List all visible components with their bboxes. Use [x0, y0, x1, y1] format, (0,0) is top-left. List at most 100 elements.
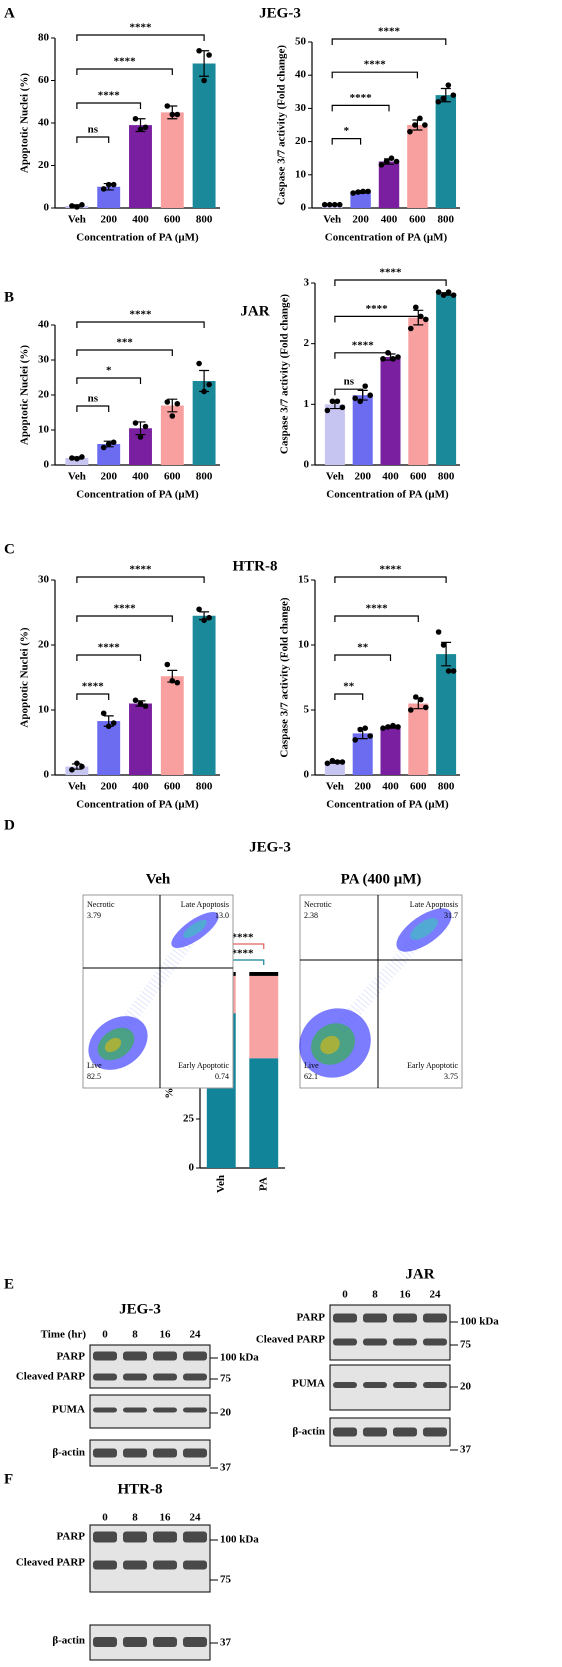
x-axis-label: Concentration of PA (μM) — [326, 489, 449, 501]
blot-band — [183, 1637, 207, 1647]
significance-label: **** — [130, 564, 153, 576]
data-point — [164, 399, 171, 405]
data-point — [380, 356, 386, 362]
time-label: Time (hr) — [41, 1329, 87, 1341]
marker-label: 75 — [220, 1574, 232, 1586]
data-point — [334, 759, 341, 765]
bar-segment — [249, 1058, 279, 1168]
data-point — [69, 767, 75, 773]
data-point — [422, 122, 428, 128]
bar — [97, 186, 121, 208]
data-point — [137, 126, 144, 133]
row-label: PARP — [56, 1351, 85, 1363]
x-tick-label: 800 — [196, 214, 213, 226]
significance-label: **** — [98, 90, 121, 102]
row-label: Cleaved PARP — [16, 1557, 85, 1569]
data-point — [196, 606, 202, 613]
data-point — [362, 383, 369, 389]
blot-band — [333, 1313, 357, 1323]
quadrant-value: 2.38 — [304, 911, 318, 920]
x-tick-label: 200 — [100, 781, 117, 793]
x-tick-label: 200 — [354, 781, 371, 793]
bar — [408, 703, 429, 775]
bar — [129, 125, 152, 208]
data-point — [407, 128, 413, 135]
time-point: 16 — [160, 1329, 172, 1341]
data-point — [385, 724, 391, 730]
y-tick-label: 10 — [38, 704, 50, 716]
bar — [324, 762, 345, 775]
y-tick-label: 20 — [38, 389, 50, 401]
panel-letter: C — [4, 541, 15, 557]
y-tick-label: 1 — [304, 398, 310, 410]
x-tick-label: Veh — [323, 214, 341, 226]
data-point — [69, 203, 75, 209]
bar — [380, 357, 401, 465]
data-point — [206, 52, 212, 58]
significance-label: *** — [116, 337, 133, 349]
y-axis-label: Caspase 3/7 activity (Fold change) — [276, 45, 288, 205]
x-tick-label: Veh — [68, 781, 86, 793]
y-tick-label: 40 — [295, 69, 307, 81]
data-point — [132, 115, 139, 122]
significance-bracket — [76, 34, 205, 41]
bar — [436, 654, 457, 775]
x-axis-label: Concentration of PA (μM) — [76, 799, 199, 811]
blot-band — [93, 1407, 117, 1413]
data-point — [390, 356, 396, 362]
quadrant-name: Live — [304, 1061, 319, 1070]
blot-band — [363, 1427, 387, 1437]
x-tick-label: 600 — [410, 781, 427, 793]
data-point — [336, 201, 343, 208]
time-point: 8 — [132, 1512, 138, 1524]
data-point — [388, 155, 395, 161]
data-point — [435, 289, 442, 295]
bar — [160, 112, 184, 208]
data-point — [445, 82, 452, 88]
data-point — [100, 710, 107, 717]
data-point — [201, 617, 207, 624]
x-tick-label: 400 — [382, 471, 399, 483]
bar — [407, 125, 428, 208]
data-point — [329, 398, 336, 405]
blot-band — [333, 1338, 357, 1346]
blot-membrane — [329, 1304, 451, 1361]
panel-letter: D — [4, 817, 15, 833]
marker-label: 37 — [220, 1462, 232, 1474]
y-tick-label: 60 — [38, 74, 50, 86]
blot-band — [153, 1407, 177, 1413]
time-point: 16 — [160, 1512, 172, 1524]
x-tick-label: 800 — [438, 214, 455, 226]
bar — [436, 293, 457, 465]
significance-bracket — [334, 388, 364, 396]
blot-band — [123, 1351, 147, 1361]
significance-bracket — [76, 377, 142, 384]
marker-label: 20 — [220, 1407, 232, 1419]
marker-label: 75 — [460, 1339, 472, 1351]
significance-label: **** — [82, 681, 105, 693]
significance-bracket — [76, 405, 110, 412]
data-point — [440, 95, 447, 102]
y-tick-label: 15 — [298, 574, 310, 586]
significance-bracket — [334, 576, 447, 583]
panel-letter: E — [4, 1276, 14, 1292]
significance-label: **** — [380, 564, 403, 576]
y-axis-label: Apoptotic Nuclei (%) — [19, 73, 31, 174]
significance-label: **** — [364, 59, 387, 71]
data-point — [142, 423, 149, 430]
significance-label: ns — [88, 393, 99, 405]
blot-band — [93, 1351, 117, 1361]
marker-label: 100 kDa — [220, 1352, 259, 1364]
y-tick-label: 50 — [295, 36, 307, 48]
y-tick-label: 0 — [44, 459, 50, 471]
bar — [321, 204, 343, 208]
significance-label: ** — [357, 642, 369, 654]
data-point — [423, 704, 429, 711]
significance-label: * — [106, 365, 112, 377]
bar — [352, 395, 373, 465]
blot-band — [123, 1448, 147, 1458]
marker-label: 100 kDa — [220, 1534, 259, 1546]
data-point — [355, 189, 361, 195]
significance-label: **** — [350, 92, 373, 104]
y-tick-label: 80 — [38, 32, 50, 44]
